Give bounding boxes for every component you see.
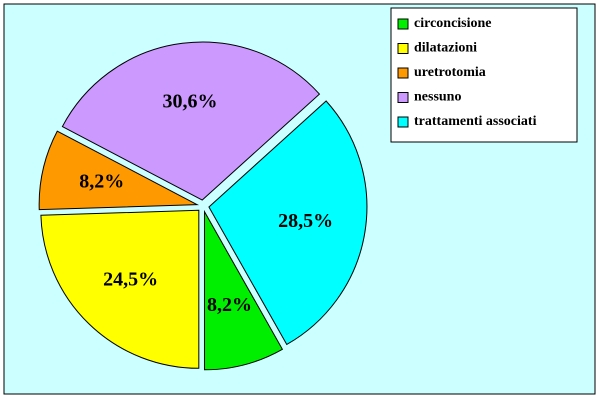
- slice-label: 8,2%: [207, 294, 252, 316]
- legend-swatch: [397, 67, 409, 79]
- legend-label: circoncisione: [414, 16, 492, 31]
- pie-slice: [40, 209, 200, 369]
- legend-swatch: [397, 43, 409, 54]
- slice-label: 28,5%: [278, 210, 333, 232]
- slice-label: 30,6%: [162, 90, 217, 112]
- legend: [390, 7, 578, 143]
- legend-label: uretrotomia: [414, 65, 486, 80]
- slice-label: 24,5%: [103, 268, 158, 290]
- legend-swatch: [397, 18, 409, 30]
- legend-label: dilatazioni: [414, 41, 477, 56]
- legend-label: nessuno: [414, 90, 461, 105]
- pie-slice: [204, 209, 284, 371]
- slice-label: 8,2%: [79, 170, 124, 192]
- pie-slice: [38, 130, 200, 211]
- legend-swatch: [397, 116, 409, 128]
- legend-label: trattamenti associati: [414, 114, 537, 129]
- pie-slice: [208, 100, 368, 346]
- legend-swatch: [397, 92, 409, 103]
- pie-slice: [61, 41, 321, 201]
